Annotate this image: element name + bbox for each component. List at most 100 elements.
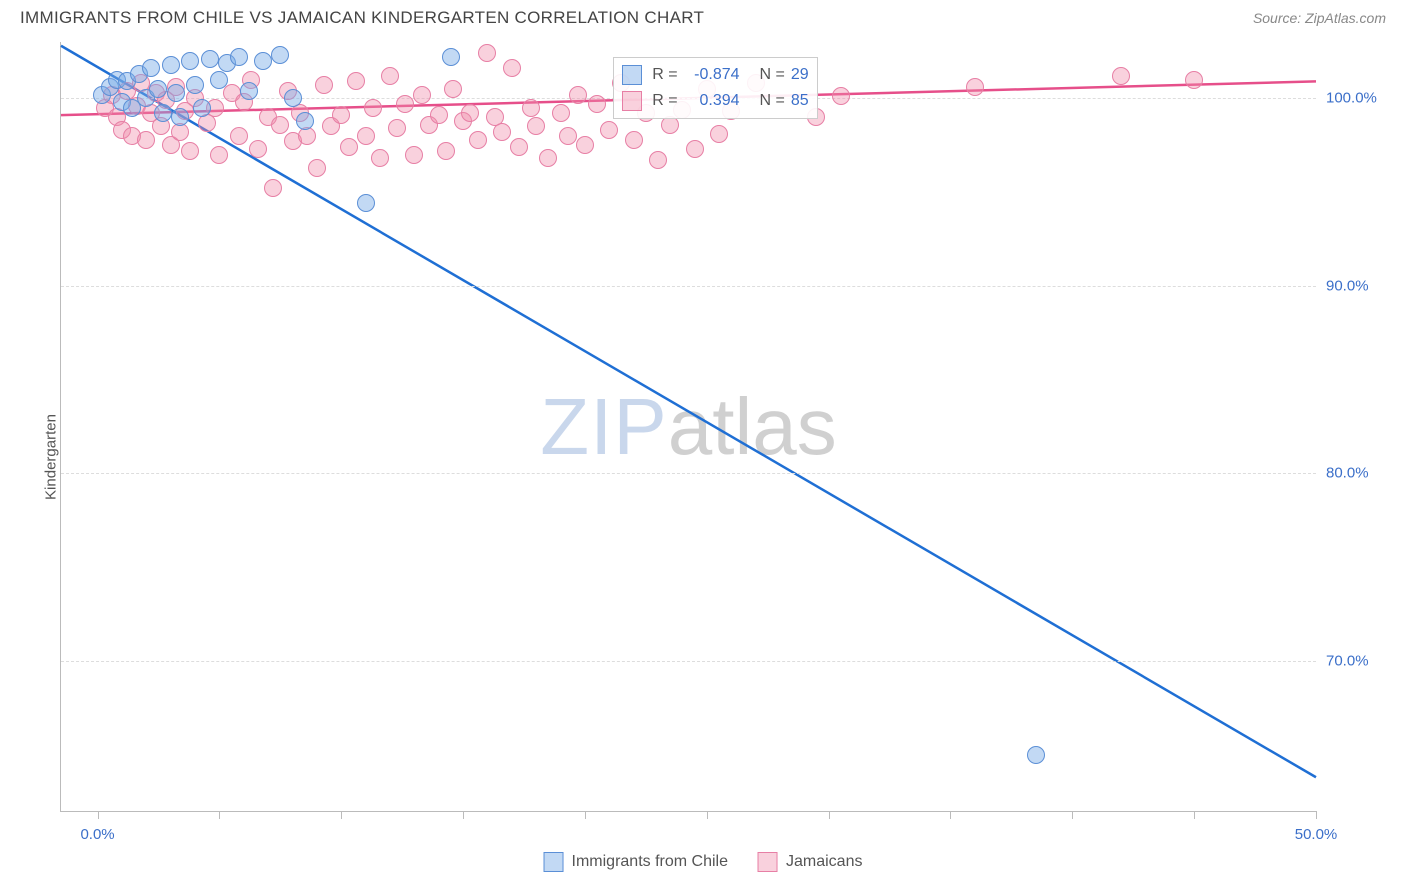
scatter-point: [371, 149, 389, 167]
gridline: [61, 286, 1316, 287]
scatter-point: [154, 104, 172, 122]
scatter-point: [271, 116, 289, 134]
x-tick-label: 50.0%: [1295, 826, 1338, 843]
gridline: [61, 661, 1316, 662]
legend-swatch: [544, 852, 564, 872]
scatter-point: [254, 52, 272, 70]
scatter-point: [167, 84, 185, 102]
scatter-point: [405, 146, 423, 164]
x-tick: [341, 811, 342, 819]
scatter-point: [522, 99, 540, 117]
scatter-point: [271, 46, 289, 64]
legend-item: Jamaicans: [758, 852, 862, 872]
scatter-point: [649, 151, 667, 169]
scatter-point: [832, 87, 850, 105]
x-tick: [829, 811, 830, 819]
scatter-point: [413, 86, 431, 104]
scatter-point: [315, 76, 333, 94]
trend-lines-svg: [61, 42, 1316, 811]
x-tick: [1194, 811, 1195, 819]
scatter-point: [510, 138, 528, 156]
scatter-point: [576, 136, 594, 154]
scatter-point: [340, 138, 358, 156]
stats-row: R =-0.874N =29: [622, 62, 808, 88]
scatter-point: [444, 80, 462, 98]
scatter-point: [1027, 746, 1045, 764]
stats-swatch: [622, 65, 642, 85]
chart-wrap: Kindergarten ZIPatlas 70.0%80.0%90.0%100…: [0, 32, 1406, 882]
scatter-point: [461, 104, 479, 122]
gridline: [61, 473, 1316, 474]
scatter-point: [249, 140, 267, 158]
scatter-point: [381, 67, 399, 85]
y-axis-label: Kindergarten: [42, 414, 59, 500]
scatter-point: [357, 127, 375, 145]
scatter-point: [388, 119, 406, 137]
y-tick-label: 70.0%: [1326, 652, 1386, 669]
x-tick: [707, 811, 708, 819]
scatter-point: [186, 76, 204, 94]
legend-label: Jamaicans: [786, 853, 862, 871]
chart-title: IMMIGRANTS FROM CHILE VS JAMAICAN KINDER…: [20, 8, 704, 28]
scatter-point: [142, 59, 160, 77]
source-label: Source:: [1253, 10, 1305, 26]
scatter-point: [469, 131, 487, 149]
scatter-point: [308, 159, 326, 177]
scatter-point: [396, 95, 414, 113]
plot-area: ZIPatlas 70.0%80.0%90.0%100.0%0.0%50.0%R…: [60, 42, 1316, 812]
legend-swatch: [758, 852, 778, 872]
scatter-point: [552, 104, 570, 122]
scatter-point: [430, 106, 448, 124]
scatter-point: [503, 59, 521, 77]
scatter-point: [230, 127, 248, 145]
legend: Immigrants from Chile Jamaicans: [544, 852, 863, 872]
x-tick: [950, 811, 951, 819]
stats-text: R =-0.874N =29: [652, 66, 808, 84]
stats-swatch: [622, 91, 642, 111]
legend-label: Immigrants from Chile: [572, 853, 728, 871]
stats-box: R =-0.874N =29 R = 0.394N =85: [613, 57, 817, 119]
stats-text: R = 0.394N =85: [652, 92, 808, 110]
scatter-point: [181, 142, 199, 160]
scatter-point: [600, 121, 618, 139]
scatter-point: [240, 82, 258, 100]
legend-item: Immigrants from Chile: [544, 852, 728, 872]
scatter-point: [478, 44, 496, 62]
scatter-point: [1112, 67, 1130, 85]
scatter-point: [284, 89, 302, 107]
x-tick-label: 0.0%: [80, 826, 114, 843]
y-tick-label: 100.0%: [1326, 90, 1386, 107]
scatter-point: [181, 52, 199, 70]
scatter-point: [298, 127, 316, 145]
y-tick-label: 80.0%: [1326, 465, 1386, 482]
scatter-point: [357, 194, 375, 212]
scatter-point: [539, 149, 557, 167]
scatter-point: [559, 127, 577, 145]
source-attribution: Source: ZipAtlas.com: [1253, 10, 1386, 26]
x-tick: [463, 811, 464, 819]
source-name: ZipAtlas.com: [1305, 10, 1386, 26]
scatter-point: [210, 71, 228, 89]
title-bar: IMMIGRANTS FROM CHILE VS JAMAICAN KINDER…: [0, 0, 1406, 32]
scatter-point: [437, 142, 455, 160]
scatter-point: [569, 86, 587, 104]
x-tick: [219, 811, 220, 819]
x-tick: [585, 811, 586, 819]
scatter-point: [493, 123, 511, 141]
scatter-point: [296, 112, 314, 130]
scatter-point: [686, 140, 704, 158]
x-tick: [1316, 811, 1317, 819]
scatter-point: [588, 95, 606, 113]
scatter-point: [149, 80, 167, 98]
stats-row: R = 0.394N =85: [622, 88, 808, 114]
scatter-point: [137, 131, 155, 149]
scatter-point: [966, 78, 984, 96]
scatter-point: [230, 48, 248, 66]
scatter-point: [193, 99, 211, 117]
scatter-point: [625, 131, 643, 149]
scatter-point: [1185, 71, 1203, 89]
x-tick: [1072, 811, 1073, 819]
scatter-point: [442, 48, 460, 66]
scatter-point: [264, 179, 282, 197]
y-tick-label: 90.0%: [1326, 277, 1386, 294]
